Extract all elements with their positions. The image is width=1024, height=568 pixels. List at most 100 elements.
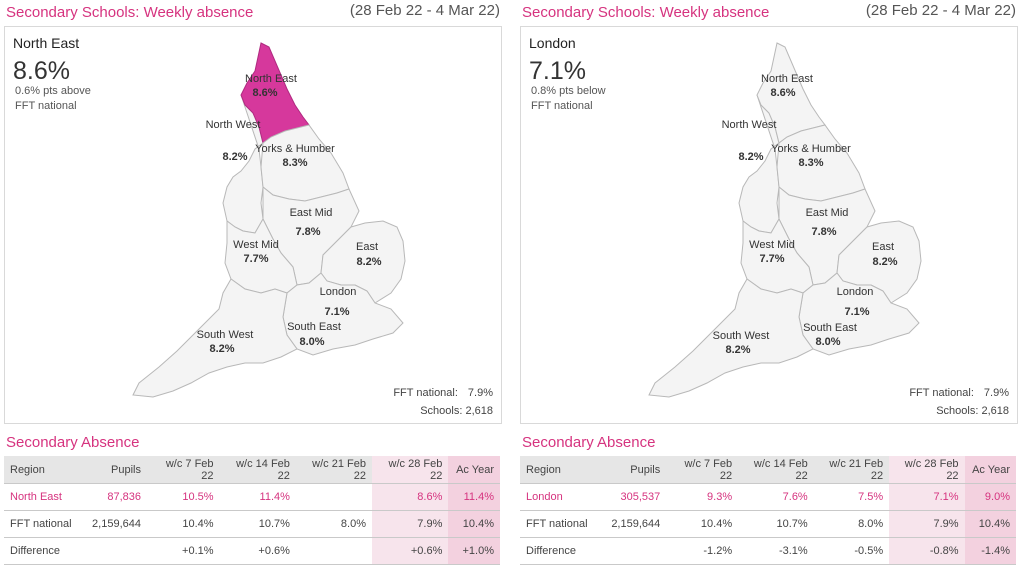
cell-wc-21-feb [295,483,372,511]
cell-pupils [600,537,667,565]
panel-title: Secondary Schools: Weekly absence [6,4,254,21]
selected-region-name: London [529,35,576,51]
comparison-reference: FFT national [531,100,593,112]
cell-wc-7-feb: 10.4% [146,510,220,538]
fft-national-summary: FFT national: 7.9% [909,387,1009,399]
col-wc-28-feb: w/c 28 Feb 22 [889,456,965,484]
cell-wc-28-feb: +0.6% [371,537,449,565]
table-row[interactable]: FFT national 2,159,644 10.4% 10.7% 8.0% … [4,510,500,538]
cell-wc-7-feb: +0.1% [146,537,220,565]
region-value: 7.1% [844,306,869,318]
col-region: Region [4,456,86,484]
col-ac-year: Ac Year [964,456,1016,484]
region-value: 8.2% [209,343,234,355]
panel-north-east: Secondary Schools: Weekly absence (28 Fe… [4,0,504,568]
table-row[interactable]: Difference -1.2% -3.1% -0.5% -0.8% -1.4% [520,537,1016,565]
date-range: (28 Feb 22 - 4 Mar 22) [865,2,1016,19]
region-value: 7.8% [295,226,320,238]
comparison-text: 0.6% pts above [15,85,91,97]
region-value: 8.6% [252,87,277,99]
schools-label: Schools: [420,405,463,417]
region-value: 8.2% [872,256,897,268]
selected-region-value: 8.6% [13,57,70,85]
cell-wc-21-feb: 8.0% [813,510,890,538]
fft-national-value: 7.9% [467,387,493,399]
region-label: West Mid [233,239,279,251]
region-label: East Mid [290,207,333,219]
cell-wc-14-feb: 10.7% [738,510,814,538]
selected-region-value: 7.1% [529,57,586,85]
region-value: 7.8% [811,226,836,238]
region-label: East Mid [806,207,849,219]
panel-title: Secondary Schools: Weekly absence [522,4,770,21]
table-title: Secondary Absence [522,434,656,451]
cell-wc-28-feb: 8.6% [371,483,449,511]
schools-value: 2,618 [465,405,493,417]
cell-ac-year: -1.4% [964,537,1016,565]
region-label: North West [206,119,261,131]
region-label: West Mid [749,239,795,251]
cell-pupils [85,537,147,565]
region-label: Yorks & Humber [255,143,335,155]
region-label: South East [803,322,857,334]
table-row[interactable]: London 305,537 9.3% 7.6% 7.5% 7.1% 9.0% [520,483,1016,511]
table-row[interactable]: North East 87,836 10.5% 11.4% 8.6% 11.4% [4,483,500,511]
cell-wc-28-feb: 7.9% [889,510,965,538]
col-wc-14-feb: w/c 14 Feb 22 [738,456,814,484]
cell-pupils: 2,159,644 [85,510,147,538]
map-region-south-west[interactable] [132,278,298,398]
col-wc-21-feb: w/c 21 Feb 22 [295,456,372,484]
cell-pupils: 2,159,644 [600,510,667,538]
col-pupils: Pupils [85,456,147,484]
table-header-row: Region Pupils w/c 7 Feb 22 w/c 14 Feb 22… [4,456,500,484]
cell-wc-21-feb: -0.5% [813,537,890,565]
cell-wc-7-feb: 9.3% [666,483,739,511]
region-label: South East [287,321,341,333]
region-value: 8.0% [299,336,324,348]
region-value: 8.2% [356,256,381,268]
schools-summary: Schools: 2,618 [936,405,1009,417]
fft-national-label: FFT national: [909,387,974,399]
col-region: Region [520,456,601,484]
map-region-south-west[interactable] [648,278,814,398]
col-wc-7-feb: w/c 7 Feb 22 [666,456,739,484]
cell-ac-year: 10.4% [964,510,1016,538]
region-label: South West [713,330,770,342]
england-region-map: North East 8.6% North West 8.2% Yorks & … [132,42,406,398]
region-value: 8.0% [815,336,840,348]
cell-wc-14-feb: 7.6% [738,483,814,511]
schools-label: Schools: [936,405,979,417]
region-label: North East [761,73,813,85]
region-label: South West [197,329,254,341]
table-row[interactable]: Difference +0.1% +0.6% +0.6% +1.0% [4,537,500,565]
region-label: London [837,286,874,298]
table-title: Secondary Absence [6,434,140,451]
cell-wc-14-feb: 11.4% [219,483,296,511]
cell-ac-year: 10.4% [448,510,500,538]
england-region-map: North East 8.6% North West 8.2% Yorks & … [648,42,922,398]
cell-region: Difference [4,537,86,565]
col-wc-28-feb: w/c 28 Feb 22 [371,456,449,484]
region-label: London [320,286,357,298]
schools-value: 2,618 [981,405,1009,417]
col-wc-14-feb: w/c 14 Feb 22 [219,456,296,484]
map-container: London 7.1% 0.8% pts below FFT national … [520,26,1018,424]
comparison-text: 0.8% pts below [531,85,606,97]
cell-region: Difference [520,537,601,565]
cell-ac-year: 9.0% [964,483,1016,511]
col-wc-7-feb: w/c 7 Feb 22 [146,456,220,484]
region-value: 8.3% [282,157,307,169]
region-label: East [356,241,378,253]
cell-ac-year: +1.0% [448,537,500,565]
region-value: 7.7% [243,253,268,265]
col-wc-21-feb: w/c 21 Feb 22 [813,456,890,484]
cell-region: FFT national [520,510,601,538]
table-header-row: Region Pupils w/c 7 Feb 22 w/c 14 Feb 22… [520,456,1016,484]
cell-wc-28-feb: 7.1% [889,483,965,511]
cell-ac-year: 11.4% [448,483,500,511]
cell-wc-7-feb: 10.5% [146,483,220,511]
region-value: 8.2% [222,151,247,163]
table-row[interactable]: FFT national 2,159,644 10.4% 10.7% 8.0% … [520,510,1016,538]
schools-summary: Schools: 2,618 [420,405,493,417]
region-label: North East [245,73,297,85]
